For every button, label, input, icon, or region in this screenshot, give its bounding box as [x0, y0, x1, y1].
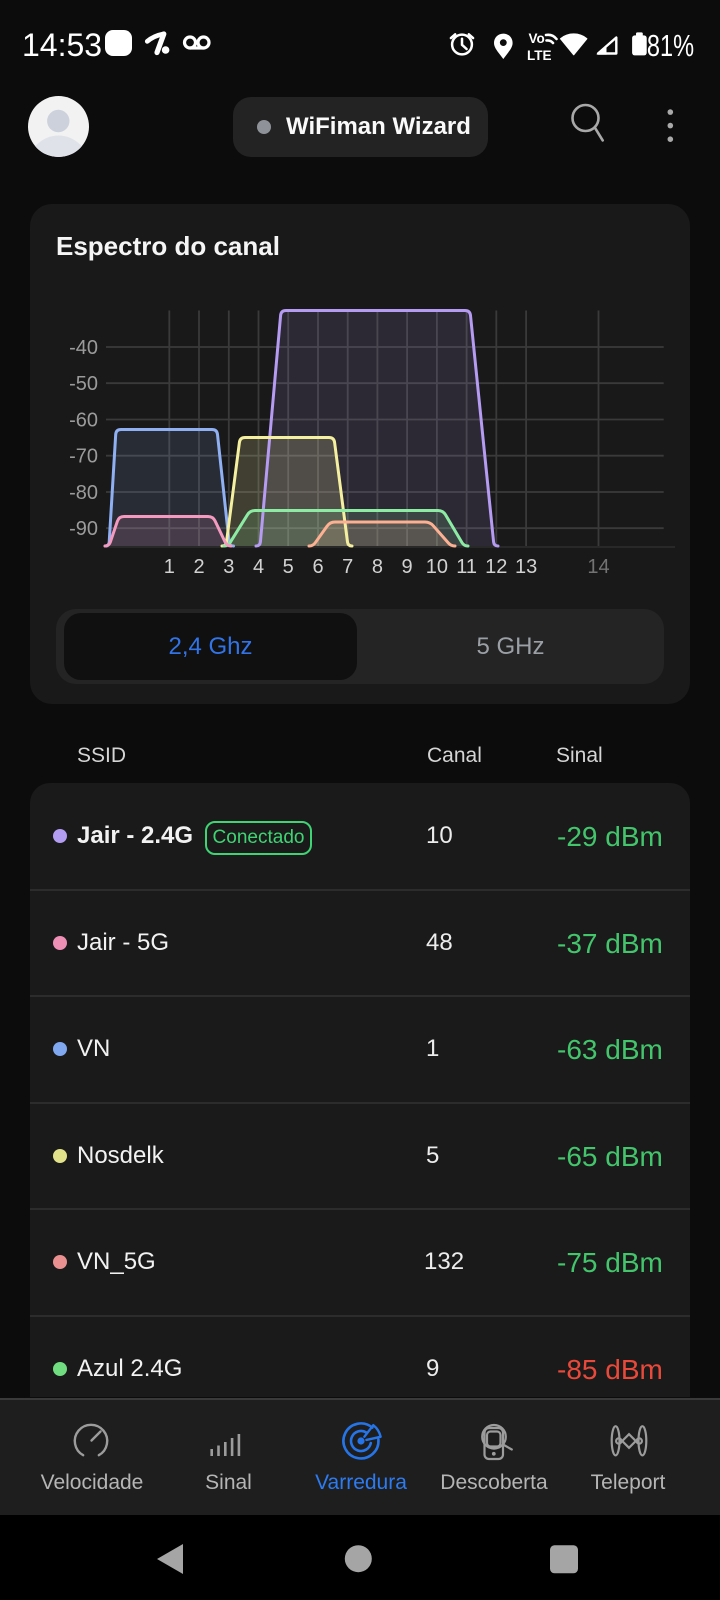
svg-text:7: 7 — [342, 556, 353, 578]
svg-text:2: 2 — [193, 556, 204, 578]
svg-text:-70: -70 — [69, 446, 98, 468]
svg-text:13: 13 — [515, 556, 537, 578]
svg-text:-60: -60 — [69, 410, 98, 432]
svg-text:Descoberta: Descoberta — [440, 1471, 548, 1494]
svg-text:Vo: Vo — [529, 31, 545, 46]
svg-text:LTE: LTE — [527, 48, 552, 63]
svg-text:-50: -50 — [69, 373, 98, 395]
svg-text:-90: -90 — [69, 518, 98, 540]
svg-text:Sinal: Sinal — [205, 1471, 252, 1494]
svg-text:1: 1 — [164, 556, 175, 578]
svg-text:3: 3 — [223, 556, 234, 578]
svg-text:-40: -40 — [69, 337, 98, 359]
svg-text:12: 12 — [485, 556, 507, 578]
svg-text:Velocidade: Velocidade — [41, 1471, 144, 1494]
svg-text:Teleport: Teleport — [591, 1471, 666, 1494]
svg-text:5: 5 — [283, 556, 294, 578]
svg-text:6: 6 — [312, 556, 323, 578]
svg-text:8: 8 — [372, 556, 383, 578]
svg-text:4: 4 — [253, 556, 264, 578]
svg-text:14: 14 — [587, 556, 609, 578]
svg-text:-80: -80 — [69, 482, 98, 504]
svg-text:9: 9 — [402, 556, 413, 578]
svg-text:10: 10 — [426, 556, 448, 578]
svg-text:Varredura: Varredura — [315, 1471, 407, 1494]
svg-text:11: 11 — [456, 556, 477, 578]
